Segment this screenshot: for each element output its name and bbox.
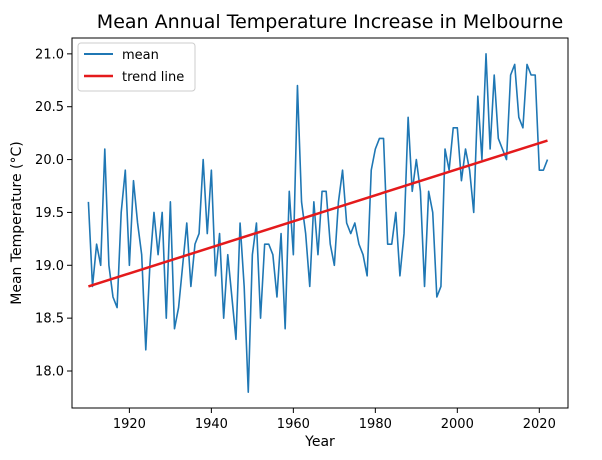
- y-tick-label: 20.5: [35, 100, 64, 115]
- y-tick-label: 20.0: [35, 153, 64, 168]
- x-tick-label: 1920: [113, 417, 146, 432]
- x-tick-label: 2000: [441, 417, 474, 432]
- y-axis-ticks: 18.0 18.5 19.0 19.5 20.0 20.5 21.0: [35, 47, 72, 380]
- y-tick-label: 21.0: [35, 47, 64, 62]
- chart-title: Mean Annual Temperature Increase in Melb…: [97, 11, 563, 33]
- y-axis-label: Mean Temperature (°C): [9, 141, 25, 304]
- x-tick-label: 1960: [277, 417, 310, 432]
- x-tick-label: 1940: [195, 417, 228, 432]
- y-tick-label: 18.5: [35, 312, 64, 327]
- x-axis-ticks: 1920 1940 1960 1980 2000 2020: [113, 408, 556, 432]
- plot-frame: [71, 37, 569, 409]
- x-tick-label: 2020: [523, 417, 556, 432]
- series-line-mean: [87, 53, 549, 393]
- plot-area: [87, 53, 549, 393]
- y-tick-label: 19.5: [35, 206, 64, 221]
- legend-label-mean: mean: [122, 48, 159, 63]
- y-tick-label: 19.0: [35, 259, 64, 274]
- x-tick-label: 1980: [359, 417, 392, 432]
- series-line-trend-line: [88, 139, 548, 288]
- legend-label-trend-line: trend line: [122, 70, 184, 85]
- legend: mean trend line: [77, 42, 196, 92]
- x-axis-label: Year: [304, 434, 335, 450]
- y-tick-label: 18.0: [35, 365, 64, 380]
